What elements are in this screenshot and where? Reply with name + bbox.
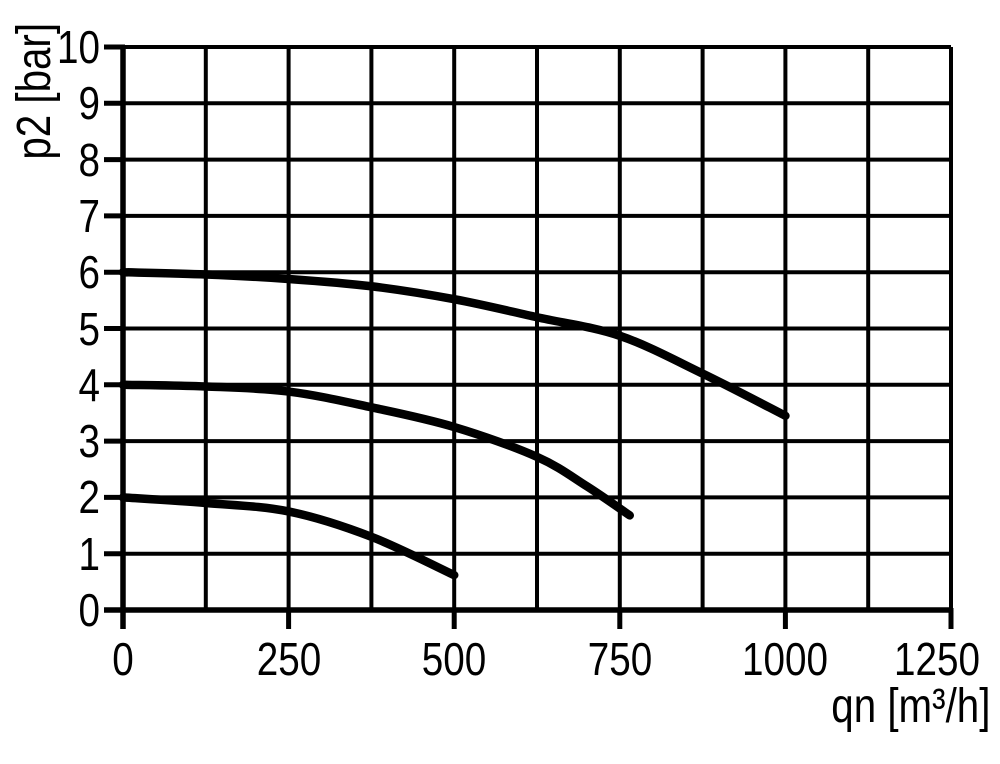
y-tick-label: 7 [78, 189, 100, 242]
y-tick-label: 3 [78, 415, 100, 468]
curve-lower-curve-start-2-bar [118, 493, 459, 580]
y-tick-label: 10 [57, 21, 100, 73]
x-axis-label: qn [m³/h] [830, 680, 990, 733]
y-tick-label: 2 [78, 471, 100, 524]
x-tick-label: 500 [421, 633, 487, 685]
y-tick-label: 8 [78, 133, 100, 186]
curve-middle-curve-start-4-bar [118, 380, 634, 520]
y-tick-label: 5 [78, 302, 100, 355]
y-tick-label: 1 [78, 527, 100, 580]
x-tick-label: 250 [256, 633, 321, 685]
x-tick-label: 1250 [894, 633, 980, 685]
x-tick-label: 0 [112, 633, 134, 685]
x-tick-label: 750 [587, 633, 653, 685]
curve-upper-curve-start-6-bar [118, 267, 790, 421]
y-tick-label: 9 [78, 77, 100, 130]
y-tick-label: 4 [78, 358, 100, 411]
y-tick-label: 0 [78, 584, 100, 636]
y-tick-label: 6 [78, 246, 100, 299]
x-tick-label: 1000 [742, 633, 829, 685]
